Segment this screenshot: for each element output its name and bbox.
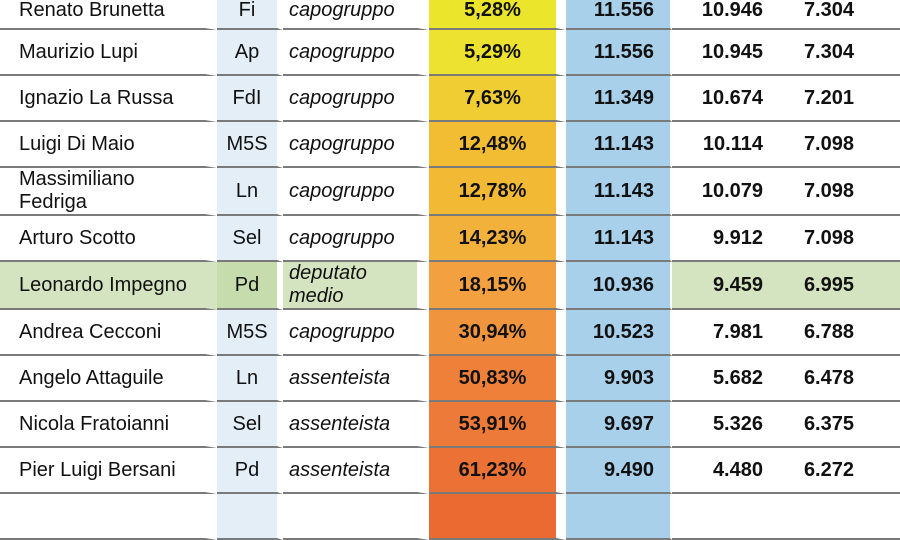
deputy-name: Angelo Attaguile (0, 356, 217, 402)
table-row: Massimiliano Fedriga Ln capogruppo 12,78… (0, 168, 900, 216)
value-column-2: 5.326 (672, 402, 783, 448)
value-column-1: 9.697 (566, 402, 672, 448)
absence-percentage (429, 494, 566, 540)
deputy-name: Leonardo Impegno (0, 262, 217, 310)
table-row: Luigi Di Maio M5S capogruppo 12,48% 11.1… (0, 122, 900, 168)
table-row: Ignazio La Russa FdI capogruppo 7,63% 11… (0, 76, 900, 122)
value-column-1 (566, 494, 672, 540)
party-code: FdI (217, 76, 283, 122)
value-column-2: 7.981 (672, 310, 783, 356)
value-column-3: 6.995 (783, 262, 900, 310)
value-column-3 (783, 494, 900, 540)
value-column-2: 10.946 (672, 0, 783, 30)
deputy-role: capogruppo (283, 216, 429, 262)
party-code: Fi (217, 0, 283, 30)
absence-percentage: 5,29% (429, 30, 566, 76)
deputy-name: Ignazio La Russa (0, 76, 217, 122)
value-column-2: 10.674 (672, 76, 783, 122)
party-code: M5S (217, 122, 283, 168)
value-column-2: 4.480 (672, 448, 783, 494)
deputy-role: capogruppo (283, 168, 429, 216)
value-column-2: 9.459 (672, 262, 783, 310)
party-code (217, 494, 283, 540)
value-column-3: 6.272 (783, 448, 900, 494)
value-column-1: 10.936 (566, 262, 672, 310)
deputy-name: Luigi Di Maio (0, 122, 217, 168)
value-column-1: 10.523 (566, 310, 672, 356)
deputy-role: deputato medio (283, 262, 429, 310)
deputy-role: capogruppo (283, 76, 429, 122)
value-column-3: 7.098 (783, 216, 900, 262)
party-code: Sel (217, 216, 283, 262)
deputy-role: capogruppo (283, 310, 429, 356)
absence-percentage: 18,15% (429, 262, 566, 310)
value-column-3: 7.304 (783, 30, 900, 76)
table-row-highlighted: Leonardo Impegno Pd deputato medio 18,15… (0, 262, 900, 310)
party-code: Ln (217, 168, 283, 216)
table-row: Andrea Cecconi M5S capogruppo 30,94% 10.… (0, 310, 900, 356)
value-column-1: 9.903 (566, 356, 672, 402)
value-column-2: 10.079 (672, 168, 783, 216)
absence-percentage: 53,91% (429, 402, 566, 448)
absence-percentage: 7,63% (429, 76, 566, 122)
deputy-name: Nicola Fratoianni (0, 402, 217, 448)
value-column-1: 11.556 (566, 30, 672, 76)
deputy-role: capogruppo (283, 0, 429, 30)
absence-percentage: 14,23% (429, 216, 566, 262)
value-column-2 (672, 494, 783, 540)
deputy-role: assenteista (283, 356, 429, 402)
absence-percentage: 61,23% (429, 448, 566, 494)
party-code: Ln (217, 356, 283, 402)
value-column-1: 11.143 (566, 122, 672, 168)
deputy-name: Pier Luigi Bersani (0, 448, 217, 494)
value-column-1: 11.143 (566, 216, 672, 262)
deputy-name: Renato Brunetta (0, 0, 217, 30)
value-column-2: 10.114 (672, 122, 783, 168)
deputy-role: assenteista (283, 448, 429, 494)
value-column-3: 7.304 (783, 0, 900, 30)
party-code: M5S (217, 310, 283, 356)
value-column-3: 6.788 (783, 310, 900, 356)
party-code: Sel (217, 402, 283, 448)
deputy-role: assenteista (283, 402, 429, 448)
value-column-2: 10.945 (672, 30, 783, 76)
absence-percentage: 5,28% (429, 0, 566, 30)
deputy-name: Maurizio Lupi (0, 30, 217, 76)
value-column-3: 7.201 (783, 76, 900, 122)
table-row: Pier Luigi Bersani Pd assenteista 61,23%… (0, 448, 900, 494)
absence-percentage: 30,94% (429, 310, 566, 356)
value-column-3: 7.098 (783, 168, 900, 216)
table-row: Renato Brunetta Fi capogruppo 5,28% 11.5… (0, 0, 900, 30)
deputy-role: capogruppo (283, 122, 429, 168)
table-row: Arturo Scotto Sel capogruppo 14,23% 11.1… (0, 216, 900, 262)
table-row: Angelo Attaguile Ln assenteista 50,83% 9… (0, 356, 900, 402)
table-row-partial (0, 494, 900, 540)
deputy-role: capogruppo (283, 30, 429, 76)
value-column-1: 11.556 (566, 0, 672, 30)
absence-percentage: 50,83% (429, 356, 566, 402)
value-column-1: 9.490 (566, 448, 672, 494)
absence-percentage: 12,48% (429, 122, 566, 168)
table-row: Nicola Fratoianni Sel assenteista 53,91%… (0, 402, 900, 448)
deputy-name: Massimiliano Fedriga (0, 168, 217, 216)
deputy-role (283, 494, 429, 540)
table-row: Maurizio Lupi Ap capogruppo 5,29% 11.556… (0, 30, 900, 76)
party-code: Pd (217, 448, 283, 494)
value-column-3: 6.478 (783, 356, 900, 402)
party-code: Pd (217, 262, 283, 310)
value-column-1: 11.349 (566, 76, 672, 122)
deputy-name: Andrea Cecconi (0, 310, 217, 356)
value-column-2: 9.912 (672, 216, 783, 262)
value-column-3: 6.375 (783, 402, 900, 448)
absence-percentage: 12,78% (429, 168, 566, 216)
value-column-2: 5.682 (672, 356, 783, 402)
deputy-name: Arturo Scotto (0, 216, 217, 262)
value-column-1: 11.143 (566, 168, 672, 216)
party-code: Ap (217, 30, 283, 76)
deputy-name (0, 494, 217, 540)
value-column-3: 7.098 (783, 122, 900, 168)
